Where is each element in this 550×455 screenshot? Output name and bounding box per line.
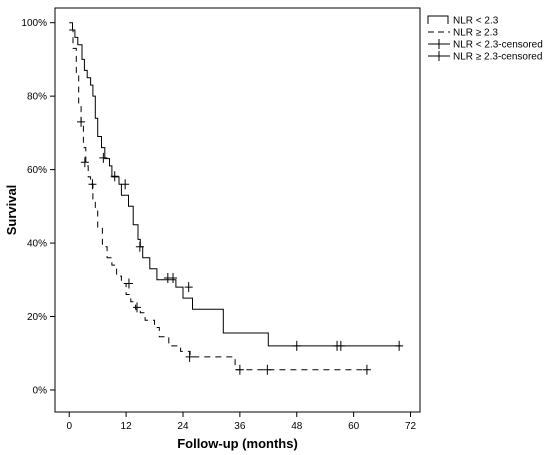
y-axis: 0% 20% 40% 60% 80% 100% [21,18,55,396]
nlr-low-censor-mark [135,241,144,252]
legend-label: NLR < 2.3-censored [453,40,543,51]
y-tick-label: 80% [27,92,47,103]
nlr-low-censor-mark [395,340,404,351]
x-tick-label: 36 [234,421,246,432]
y-tick-label: 40% [27,239,47,250]
legend-label: NLR ≥ 2.3 [453,28,498,39]
y-tick-label: 100% [21,18,47,29]
nlr-high-censor-mark [80,157,89,168]
nlr-high-censor-mark [77,116,86,127]
legend-item: NLR < 2.3-censored [428,39,543,51]
nlr-high-censor-mark [263,364,272,375]
x-tick-label: 48 [291,421,303,432]
x-tick-label: 24 [177,421,189,432]
legend-item: NLR < 2.3 [427,15,499,27]
legend-label: NLR ≥ 2.3-censored [453,52,542,63]
y-tick-label: 0% [33,385,48,396]
legend-censor-swatch [428,51,450,61]
x-axis: 0 12 24 36 48 60 72 [66,412,417,432]
y-tick-label: 20% [27,312,47,323]
y-axis-title: Survival [4,185,19,236]
survival-curves [69,22,404,375]
nlr-high-censor-mark [124,278,133,289]
nlr-high-censor-mark [88,179,97,190]
nlr-high-censor-mark [133,302,142,313]
nlr-high-survival-curve [69,29,368,371]
legend-solid-swatch [427,15,449,24]
legend-label: NLR < 2.3 [453,16,499,27]
legend-item: NLR ≥ 2.3-censored [428,51,542,63]
x-axis-title: Follow-up (months) [177,436,298,451]
nlr-low-censor-mark [121,179,130,190]
nlr-high-censor-mark [185,351,194,362]
nlr-high-censor-mark [235,364,244,375]
x-tick-label: 12 [121,421,133,432]
legend-censor-swatch [428,39,450,49]
nlr-low-censor-mark [110,171,119,182]
nlr-low-censor-mark [336,340,345,351]
x-tick-label: 60 [348,421,360,432]
nlr-high-censor-mark [362,364,371,375]
x-tick-label: 0 [66,421,72,432]
nlr-low-censor-mark [292,340,301,351]
nlr-low-censor-mark [184,282,193,293]
y-tick-label: 60% [27,165,47,176]
plot-frame [54,7,421,413]
nlr-low-censor-mark [99,152,108,163]
x-tick-label: 72 [405,421,417,432]
nlr-low-censor-mark [169,272,178,283]
legend-item: NLR ≥ 2.3 [428,28,498,39]
nlr-low-survival-curve [69,22,401,347]
